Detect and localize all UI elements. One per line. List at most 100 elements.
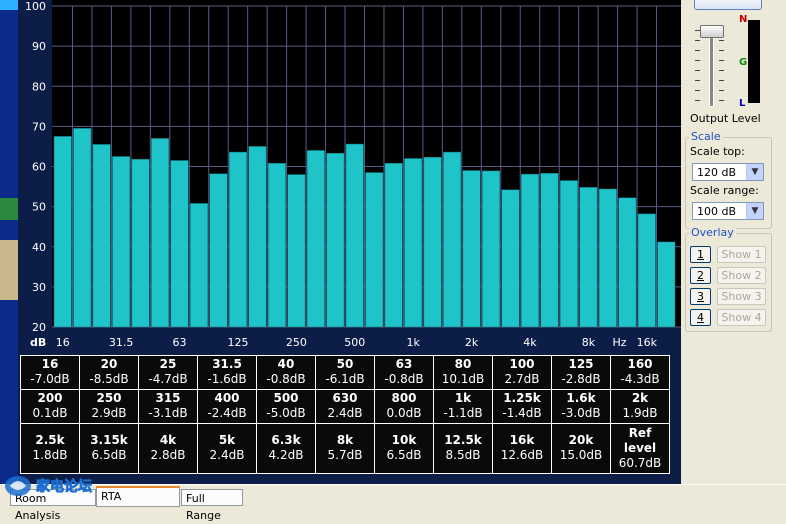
spectrum-bar (151, 138, 170, 328)
band-level: 0.0dB (386, 406, 422, 421)
band-frequency: 6.3k (271, 433, 301, 448)
tab-full-range[interactable]: Full Range (181, 489, 243, 522)
x-tick-label: 500 (344, 336, 365, 349)
band-frequency: 400 (214, 391, 240, 406)
spectrum-bar (384, 163, 403, 328)
y-tick-label: 60 (32, 161, 46, 174)
x-tick-label: 16k (637, 336, 658, 349)
scale-range-select[interactable]: 100 dB ▼ (692, 202, 764, 220)
spectrum-bar (521, 173, 539, 328)
y-tick-label: 70 (32, 120, 46, 133)
x-tick-label: 8k (582, 336, 596, 349)
y-tick-label: 40 (32, 241, 46, 254)
scale-top-label: Scale top: (690, 145, 745, 158)
overlay-3-button[interactable]: 3 (690, 288, 711, 305)
top-button[interactable] (694, 0, 762, 10)
band-level: -2.4dB (207, 406, 247, 421)
spectrum-bar (112, 156, 131, 328)
table-cell: 16k 12.6dB (492, 422, 552, 475)
band-frequency: 4k (159, 433, 177, 448)
meter-label-n: N (739, 14, 748, 25)
level-meter (748, 20, 760, 103)
spectrum-bar (482, 170, 501, 328)
spectrum-bar (248, 146, 267, 328)
band-frequency: Ref level (623, 425, 657, 455)
band-level: 15.0dB (559, 448, 603, 463)
x-tick-label: 2k (465, 336, 479, 349)
band-level: -3.0dB (561, 406, 601, 421)
band-level: -7.0dB (30, 372, 70, 387)
band-frequency: 31.5 (212, 357, 242, 372)
scale-top-select[interactable]: 120 dB ▼ (692, 163, 764, 181)
x-tick-label: 1k (406, 336, 420, 349)
band-frequency: 200 (37, 391, 63, 406)
band-level: -8.5dB (89, 372, 129, 387)
band-level: 10.1dB (441, 372, 485, 387)
table-cell: 4k 2.8dB (138, 422, 198, 475)
table-cell: 31.5 -1.6dB (197, 355, 257, 390)
overlay-1-button[interactable]: 1 (690, 246, 711, 263)
rta-chart: 100 90 80 70 60 50 40 30 20 dB 16 31.5 63 125 250 500 1k… (25, 0, 681, 349)
band-frequency: 1.25k (503, 391, 541, 406)
band-frequency: 50 (336, 357, 354, 372)
table-cell: 63 -0.8dB (374, 355, 434, 390)
spectrum-bar (598, 188, 617, 328)
show-3-button[interactable]: Show 3 (717, 288, 766, 305)
frequency-table: 16 -7.0dB 20 -8.5dB 25 -4.7dB 31.5 -1.6dB 40 -0.8… (20, 355, 670, 475)
band-frequency: 125 (568, 357, 594, 372)
strip-highlight (0, 0, 18, 10)
table-row: 2.5k 1.8dB 3.15k 6.5dB 4k 2.8dB 5k 2.4dB 6.3k 4.2… (20, 422, 670, 475)
table-cell: 400 -2.4dB (197, 388, 257, 424)
table-cell: 20k 15.0dB (551, 422, 611, 475)
spectrum-bar (209, 173, 228, 328)
table-cell: 12.5k 8.5dB (433, 422, 493, 475)
spectrum-bar (365, 172, 384, 328)
table-cell: 5k 2.4dB (197, 422, 257, 475)
band-frequency: 10k (391, 433, 417, 448)
table-cell: 160 -4.3dB (610, 355, 670, 390)
overlay-group-title: Overlay (689, 226, 736, 239)
table-cell: 20 -8.5dB (79, 355, 139, 390)
spectrum-bar (462, 170, 481, 328)
x-tick-label: 125 (227, 336, 248, 349)
y-tick-label: 80 (32, 80, 46, 93)
x-tick-label: 250 (286, 336, 307, 349)
spectrum-bar (637, 213, 656, 328)
show-1-button[interactable]: Show 1 (717, 246, 766, 263)
band-level: 60.7dB (618, 455, 662, 470)
band-level: 0.1dB (32, 406, 68, 421)
control-panel: N G L Output Level Scale Scale top: 120 … (681, 0, 786, 484)
table-row: 200 0.1dB 250 2.9dB 315 -3.1dB 400 -2.4dB 500 -5.… (20, 388, 670, 424)
x-tick-label: 4k (523, 336, 537, 349)
band-frequency: 8k (336, 433, 354, 448)
chevron-down-icon[interactable]: ▼ (746, 164, 763, 180)
chevron-down-icon[interactable]: ▼ (746, 203, 763, 219)
table-cell: 3.15k 6.5dB (79, 422, 139, 475)
overlay-4-button[interactable]: 4 (690, 309, 711, 326)
table-cell: 125 -2.8dB (551, 355, 611, 390)
x-axis-unit-label: dB (30, 336, 46, 349)
watermark-text: 家电论坛 (36, 478, 92, 495)
slider-thumb[interactable] (700, 25, 724, 38)
band-frequency: 2.5k (35, 433, 65, 448)
table-cell: 25 -4.7dB (138, 355, 198, 390)
band-level: 1.9dB (622, 406, 658, 421)
band-frequency: 16 (41, 357, 59, 372)
spectrum-bar (559, 180, 578, 328)
spectrum-bar (287, 174, 306, 328)
table-row: 16 -7.0dB 20 -8.5dB 25 -4.7dB 31.5 -1.6dB 40 -0.8… (20, 355, 670, 390)
spectrum-bar (540, 173, 559, 328)
band-frequency: 63 (395, 357, 413, 372)
table-cell: 200 0.1dB (20, 388, 80, 424)
y-tick-label: 90 (32, 40, 46, 53)
band-frequency: 630 (332, 391, 358, 406)
table-cell: 2.5k 1.8dB (20, 422, 80, 475)
band-level: -0.8dB (266, 372, 306, 387)
band-frequency: 800 (391, 391, 417, 406)
band-level: -1.6dB (207, 372, 247, 387)
y-tick-label: 20 (32, 321, 46, 334)
overlay-2-button[interactable]: 2 (690, 267, 711, 284)
show-4-button[interactable]: Show 4 (717, 309, 766, 326)
show-2-button[interactable]: Show 2 (717, 267, 766, 284)
band-frequency: 80 (454, 357, 472, 372)
